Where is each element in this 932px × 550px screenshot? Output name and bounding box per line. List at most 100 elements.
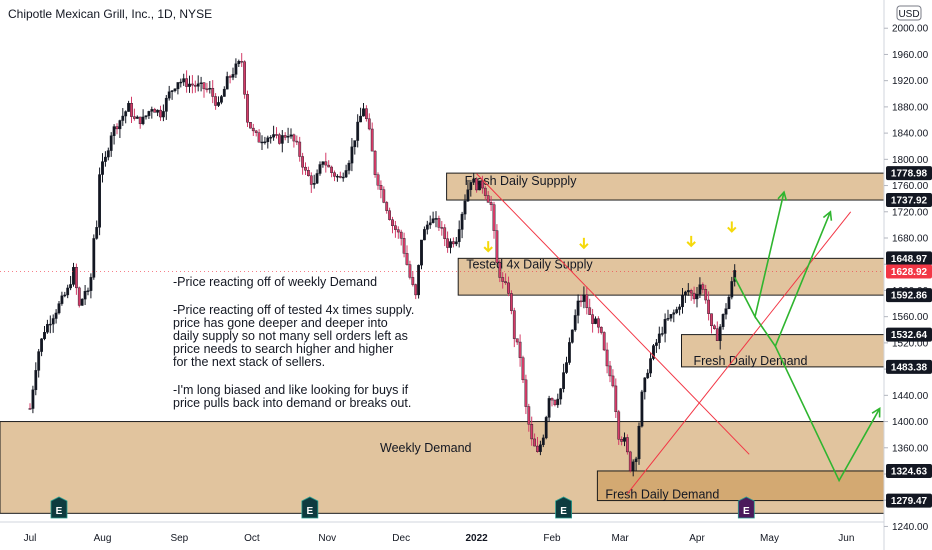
candle-body-344: [527, 406, 531, 425]
candle-body-98: [170, 90, 174, 92]
note-line-6: price needs to search higher and higher: [173, 342, 393, 356]
candle-body-158: [257, 132, 261, 143]
candle-body-326: [501, 277, 505, 282]
projection-arrowhead-0: [777, 190, 788, 201]
note-line-10: price pulls back into demand or breaks o…: [173, 396, 411, 410]
price-tick-label-18: 1960.00: [892, 50, 929, 61]
candle-body-430: [652, 345, 655, 359]
candle-body-2: [31, 389, 35, 409]
candle-body-64: [121, 115, 125, 121]
candle-body-460: [695, 293, 699, 300]
candle-body-446: [675, 309, 679, 313]
candle-body-246: [385, 202, 389, 211]
down-arrow-head-2: [686, 241, 696, 248]
candle-body-118: [199, 82, 203, 84]
candle-body-82: [147, 111, 151, 116]
candle-body-20: [57, 303, 61, 314]
candle-body-152: [248, 122, 252, 129]
price-tick-label-17: 1920.00: [892, 76, 929, 87]
candle-body-222: [350, 146, 354, 164]
candle-body-186: [298, 141, 302, 157]
note-line-7: for the next stack of sellers.: [173, 355, 325, 369]
candle-body-322: [495, 230, 499, 263]
candle-body-92: [161, 111, 165, 118]
candle-body-444: [672, 312, 676, 315]
time-label-3: Oct: [244, 533, 260, 544]
candle-body-240: [376, 174, 380, 186]
candle-body-298: [460, 213, 464, 230]
candle-body-334: [512, 310, 516, 339]
candle-body-58: [112, 126, 116, 136]
candle-body-242: [379, 185, 383, 190]
earnings-badge-label-2: E: [560, 506, 567, 517]
earnings-badge-label-3: E: [743, 506, 750, 517]
candle-body-288: [446, 238, 449, 248]
candle-body-472: [713, 325, 716, 329]
time-label-8: Mar: [612, 533, 630, 544]
note-line-4: price has gone deeper and deeper into: [173, 316, 388, 330]
time-label-10: May: [760, 533, 779, 544]
zone-3-label: Weekly Demand: [380, 441, 472, 455]
candle-body-456: [689, 290, 693, 294]
candle-body-26: [66, 287, 70, 296]
zone-0-label: Fresh Daily Suppply: [465, 174, 578, 188]
candle-body-276: [428, 222, 432, 226]
time-label-7: Feb: [543, 533, 561, 544]
candle-body-10: [43, 332, 46, 340]
earnings-badge-0[interactable]: [50, 496, 68, 519]
candle-body-70: [130, 103, 133, 117]
candle-body-236: [370, 128, 374, 152]
candle-body-132: [219, 96, 223, 103]
candle-body-166: [269, 137, 273, 139]
earnings-badge-3[interactable]: [737, 496, 755, 519]
candle-body-144: [237, 61, 241, 65]
candle-body-362: [553, 399, 557, 406]
candle-body-154: [251, 127, 255, 132]
candle-body-86: [153, 109, 157, 113]
price-tick-label-13: 1760.00: [892, 181, 929, 192]
candle-body-100: [173, 88, 177, 91]
trendline-0: [476, 173, 750, 455]
candle-body-94: [164, 97, 168, 112]
earnings-badge-label-1: E: [307, 506, 314, 517]
currency-badge[interactable]: USD: [896, 5, 922, 21]
candle-body-262: [408, 264, 412, 278]
time-label-0: Jul: [24, 533, 37, 544]
candle-body-268: [417, 264, 420, 296]
candle-body-428: [649, 358, 653, 374]
candle-body-128: [214, 96, 217, 106]
candle-body-420: [637, 425, 641, 460]
candle-body-136: [225, 76, 229, 90]
labels-layer: E E E E 1778.98 1737.92 1648.97 1628.92 1592.86 1…: [50, 166, 932, 519]
candle-body-36: [80, 298, 84, 306]
candle-body-196: [312, 183, 316, 185]
candle-body-418: [634, 458, 638, 463]
candle-body-42: [89, 277, 93, 291]
analysis-note: -Price reacting off of weekly Demand -Pr…: [173, 275, 418, 410]
price-label-6: 1483.38: [891, 362, 928, 373]
candle-body-412: [626, 437, 629, 453]
candle-body-24: [63, 294, 67, 297]
candle-body-50: [101, 161, 104, 175]
price-label-0: 1778.98: [891, 169, 928, 180]
candle-body-54: [106, 150, 110, 158]
candle-body-168: [272, 134, 275, 138]
price-tick-label-16: 1880.00: [892, 102, 929, 113]
earnings-badge-1[interactable]: [301, 496, 319, 519]
candle-body-352: [539, 444, 542, 452]
candle-body-16: [51, 318, 55, 325]
candle-body-296: [457, 229, 461, 242]
candle-body-174: [280, 135, 284, 144]
candle-body-112: [190, 83, 194, 86]
candle-body-294: [454, 241, 458, 245]
earnings-badge-2[interactable]: [555, 496, 572, 519]
candle-body-302: [466, 189, 470, 202]
candle-body-96: [167, 91, 171, 99]
candle-body-34: [77, 287, 81, 306]
candle-body-394: [599, 326, 603, 333]
candle-body-434: [657, 333, 661, 343]
price-label-7: 1324.63: [891, 466, 928, 477]
candle-body-162: [263, 141, 267, 144]
candle-body-382: [582, 294, 586, 302]
